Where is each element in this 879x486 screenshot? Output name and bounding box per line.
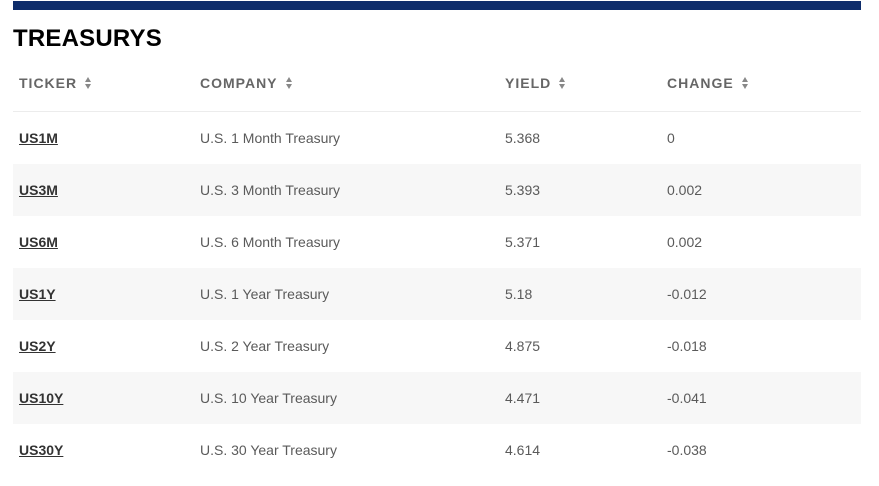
column-header-ticker[interactable]: TICKER xyxy=(13,73,194,93)
ticker-link[interactable]: US1Y xyxy=(19,286,56,302)
change-cell: -0.041 xyxy=(667,390,707,406)
section-title: TREASURYS xyxy=(13,25,162,52)
table-header: TICKER COMPANY YIELD CHANGE xyxy=(13,54,861,112)
table-row: US1Y U.S. 1 Year Treasury 5.18 -0.012 xyxy=(13,268,861,320)
ticker-link[interactable]: US2Y xyxy=(19,338,56,354)
change-cell: 0.002 xyxy=(667,234,703,250)
ticker-link[interactable]: US30Y xyxy=(19,442,64,458)
table-row: US30Y U.S. 30 Year Treasury 4.614 -0.038 xyxy=(13,424,861,476)
column-header-change-label: CHANGE xyxy=(667,74,734,91)
ticker-link[interactable]: US3M xyxy=(19,182,58,198)
column-header-yield[interactable]: YIELD xyxy=(499,73,661,93)
company-cell: U.S. 6 Month Treasury xyxy=(200,234,341,250)
table-row: US1M U.S. 1 Month Treasury 5.368 0 xyxy=(13,112,861,164)
sort-icon[interactable] xyxy=(285,76,293,90)
company-cell: U.S. 2 Year Treasury xyxy=(200,338,330,354)
column-header-company-label: COMPANY xyxy=(200,74,278,91)
change-cell: -0.012 xyxy=(667,286,707,302)
treasurys-widget: TREASURYS TICKER COMPANY YIELD CHANGE US… xyxy=(13,0,861,476)
yield-cell: 4.875 xyxy=(505,338,541,354)
yield-cell: 5.368 xyxy=(505,130,541,146)
top-accent-bar xyxy=(13,1,861,10)
column-header-change[interactable]: CHANGE xyxy=(661,73,861,93)
ticker-link[interactable]: US6M xyxy=(19,234,58,250)
company-cell: U.S. 10 Year Treasury xyxy=(200,390,337,406)
ticker-link[interactable]: US10Y xyxy=(19,390,64,406)
change-cell: -0.038 xyxy=(667,442,707,458)
yield-cell: 4.614 xyxy=(505,442,541,458)
column-header-yield-label: YIELD xyxy=(505,74,552,91)
table-row: US2Y U.S. 2 Year Treasury 4.875 -0.018 xyxy=(13,320,861,372)
company-cell: U.S. 30 Year Treasury xyxy=(200,442,337,458)
column-header-ticker-label: TICKER xyxy=(19,74,78,91)
company-cell: U.S. 1 Month Treasury xyxy=(200,130,341,146)
table-row: US6M U.S. 6 Month Treasury 5.371 0.002 xyxy=(13,216,861,268)
ticker-link[interactable]: US1M xyxy=(19,130,58,146)
company-cell: U.S. 3 Month Treasury xyxy=(200,182,341,198)
table-row: US10Y U.S. 10 Year Treasury 4.471 -0.041 xyxy=(13,372,861,424)
sort-icon[interactable] xyxy=(85,76,92,90)
yield-cell: 4.471 xyxy=(505,390,541,406)
sort-icon[interactable] xyxy=(559,76,566,90)
column-header-company[interactable]: COMPANY xyxy=(194,73,499,93)
sort-icon[interactable] xyxy=(741,76,749,90)
yield-cell: 5.371 xyxy=(505,234,541,250)
table-row: US3M U.S. 3 Month Treasury 5.393 0.002 xyxy=(13,164,861,216)
change-cell: 0 xyxy=(667,130,675,146)
company-cell: U.S. 1 Year Treasury xyxy=(200,286,330,302)
change-cell: 0.002 xyxy=(667,182,703,198)
yield-cell: 5.393 xyxy=(505,182,541,198)
change-cell: -0.018 xyxy=(667,338,707,354)
yield-cell: 5.18 xyxy=(505,286,533,302)
